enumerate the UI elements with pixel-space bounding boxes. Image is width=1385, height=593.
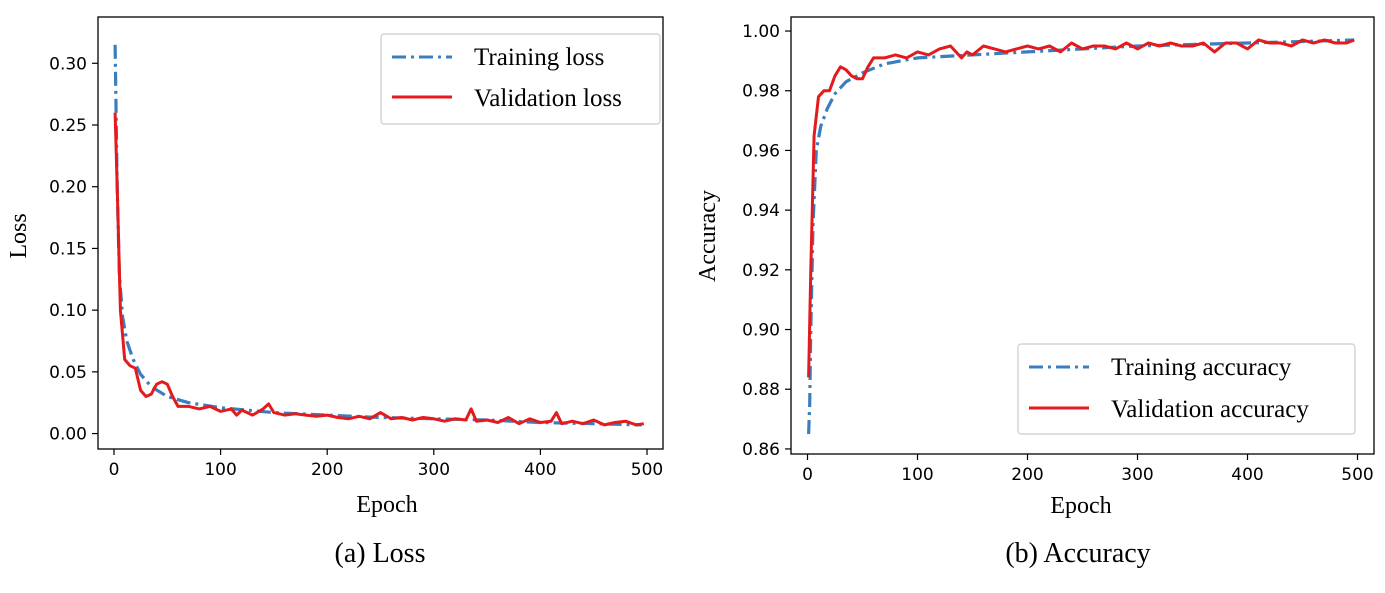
legend-label-training-loss: Training loss: [474, 44, 604, 71]
legend-label-validation-loss: Validation loss: [474, 85, 622, 112]
legend-label-validation-accuracy: Validation accuracy: [1111, 396, 1309, 423]
x-tick-label-loss: 500: [631, 460, 663, 480]
legend-label-training-accuracy: Training accuracy: [1111, 354, 1292, 381]
series-line-training-loss: [113, 44, 642, 427]
x-tick-label-accuracy: 0: [802, 465, 813, 485]
series-line-validation-accuracy: [807, 38, 1355, 378]
y-tick-label-loss: 0.25: [49, 116, 87, 136]
y-tick-label-accuracy: 1.00: [742, 22, 780, 42]
x-tick-label-loss: 200: [311, 460, 343, 480]
series-group-loss: 0 100 200 300 400 500 0.00 0.05 0.10 0.15 0.20 0.25…: [49, 44, 663, 480]
x-tick-label-loss: 400: [524, 460, 556, 480]
y-tick-label-loss: 0.10: [49, 301, 87, 321]
y-tick-label-accuracy: 0.90: [742, 321, 780, 341]
plot-area-accuracy: [790, 16, 1375, 455]
y-tick-label-accuracy: 0.96: [742, 141, 780, 161]
y-tick-label-loss: 0.30: [49, 54, 87, 74]
legend-accuracy: Training accuracy Validation accuracy: [1017, 343, 1356, 435]
x-tick-label-accuracy: 100: [901, 465, 933, 485]
y-tick-label-loss: 0.05: [49, 363, 87, 383]
legend-loss: Training loss Validation loss: [380, 33, 661, 125]
x-tick-label-accuracy: 400: [1231, 465, 1263, 485]
x-axis-label-loss: Epoch: [356, 492, 417, 518]
x-axis-label-accuracy: Epoch: [1050, 493, 1111, 519]
y-tick-label-loss: 0.15: [49, 239, 87, 259]
panel-accuracy: 0 100 200 300 400 500 0.86 0.88 0.90 0.92 0.94 0.96…: [695, 16, 1375, 569]
y-axis-label-accuracy: Accuracy: [695, 190, 721, 282]
x-tick-label-loss: 0: [109, 460, 120, 480]
x-tick-label-accuracy: 500: [1341, 465, 1373, 485]
panel-loss: 0 100 200 300 400 500 0.00 0.05 0.10 0.15 0.20 0.25…: [6, 16, 664, 569]
series-line-validation-loss: [113, 112, 645, 427]
legend-box-accuracy: [1017, 343, 1356, 435]
caption-loss: (a) Loss: [335, 538, 426, 569]
x-tick-label-accuracy: 300: [1121, 465, 1153, 485]
y-tick-label-accuracy: 0.92: [742, 261, 780, 281]
y-tick-label-accuracy: 0.88: [742, 380, 780, 400]
plot-area-loss: [97, 16, 664, 450]
caption-accuracy: (b) Accuracy: [1005, 538, 1150, 569]
y-tick-label-accuracy: 0.94: [742, 201, 780, 221]
y-tick-label-loss: 0.20: [49, 178, 87, 198]
y-tick-label-loss: 0.00: [49, 425, 87, 445]
series-group-accuracy: 0 100 200 300 400 500 0.86 0.88 0.90 0.92 0.94 0.96…: [742, 22, 1374, 485]
x-tick-label-loss: 300: [418, 460, 450, 480]
y-tick-label-accuracy: 0.86: [742, 440, 780, 460]
x-tick-label-loss: 100: [204, 460, 236, 480]
y-axis-label-loss: Loss: [6, 213, 32, 258]
y-tick-label-accuracy: 0.98: [742, 82, 780, 102]
x-tick-label-accuracy: 200: [1011, 465, 1043, 485]
